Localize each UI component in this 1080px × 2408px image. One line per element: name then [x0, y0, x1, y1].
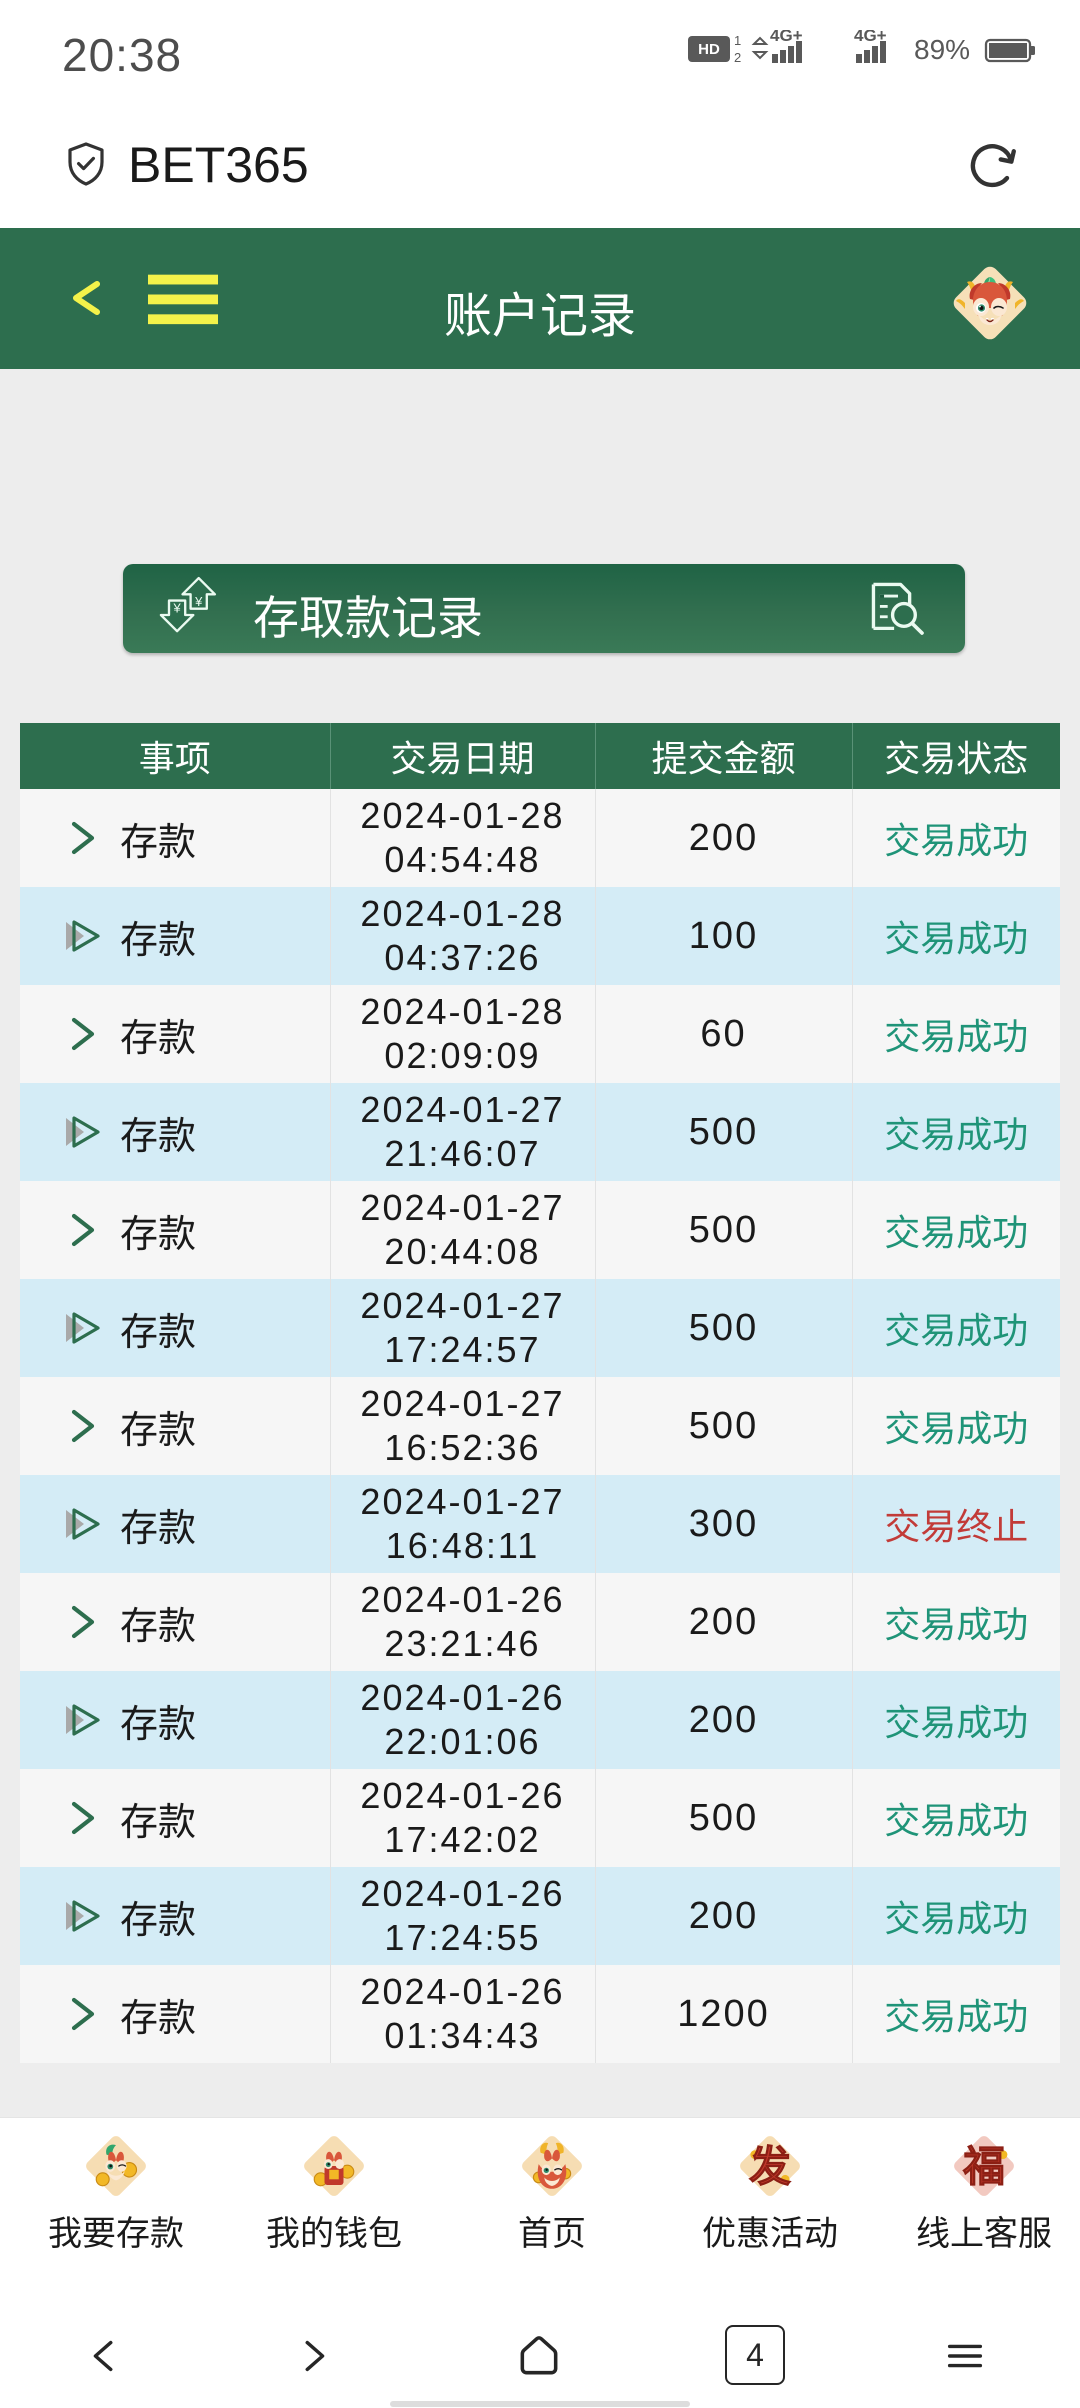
svg-text:¥: ¥ — [194, 594, 203, 609]
svg-text:发: 发 — [749, 2143, 791, 2190]
svg-text:89%: 89% — [914, 34, 970, 65]
svg-text:2: 2 — [734, 50, 741, 65]
svg-text:¥: ¥ — [172, 600, 181, 615]
svg-text:4G+: 4G+ — [854, 30, 887, 45]
svg-text:HD: HD — [698, 41, 720, 58]
svg-text:福: 福 — [962, 2143, 1005, 2190]
svg-text:4G+: 4G+ — [770, 30, 803, 45]
svg-text:1: 1 — [734, 33, 741, 48]
